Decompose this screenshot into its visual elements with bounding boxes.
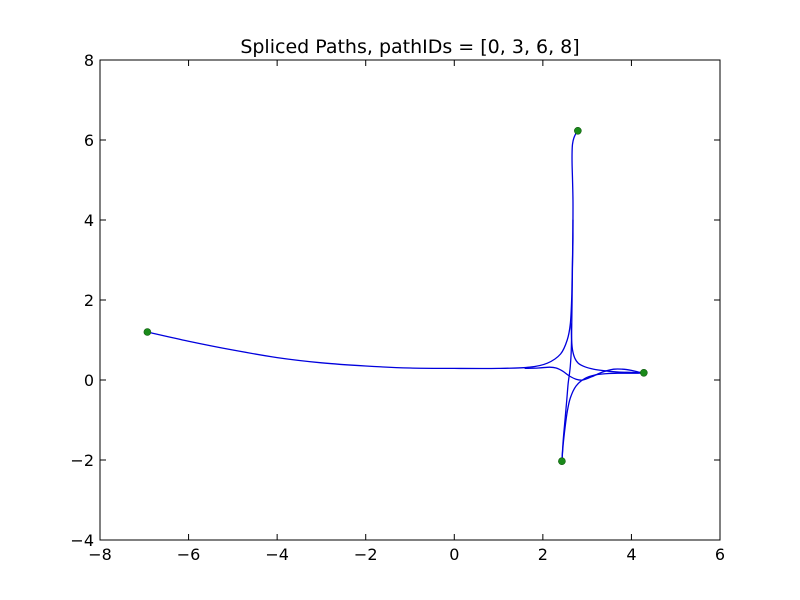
y-axis-tick-labels: −4 −2 0 2 4 6 8 [70, 51, 94, 550]
y-tick-label: 0 [84, 371, 94, 390]
endpoint-marker-end-top [574, 127, 582, 135]
x-tick-label: 4 [626, 545, 636, 564]
x-tick-label: 0 [449, 545, 459, 564]
endpoint-marker-end-right [640, 368, 648, 377]
series-line-path-left-to-right [524, 366, 645, 381]
x-tick-label: −8 [88, 545, 112, 564]
series-line-path-bottom-to-top [561, 219, 574, 462]
y-tick-label: 6 [84, 131, 94, 150]
x-axis-tick-labels: −8 −6 −4 −2 0 2 4 6 [88, 545, 725, 564]
y-tick-label: 2 [84, 291, 94, 310]
series-line-path-bottom-to-right [561, 372, 645, 462]
y-tick-label: −4 [70, 531, 94, 550]
y-tick-label: 8 [84, 51, 94, 70]
endpoint-marker-start-left [143, 328, 152, 336]
chart-title: Spliced Paths, pathIDs = [0, 3, 6, 8] [240, 36, 579, 58]
series-line-path-left-to-top [146, 130, 579, 370]
y-tick-label: −2 [70, 451, 94, 470]
x-tick-label: −4 [265, 545, 289, 564]
y-tick-label: 4 [84, 211, 94, 230]
x-tick-label: 6 [715, 545, 725, 564]
series-layer [146, 130, 645, 462]
axis-ticks [99, 59, 721, 541]
endpoint-markers [143, 127, 648, 466]
x-tick-label: 2 [538, 545, 548, 564]
endpoint-marker-start-bottom [558, 457, 566, 466]
x-tick-label: −2 [354, 545, 378, 564]
x-tick-label: −6 [177, 545, 201, 564]
series-line-path-top-to-right [570, 323, 645, 374]
